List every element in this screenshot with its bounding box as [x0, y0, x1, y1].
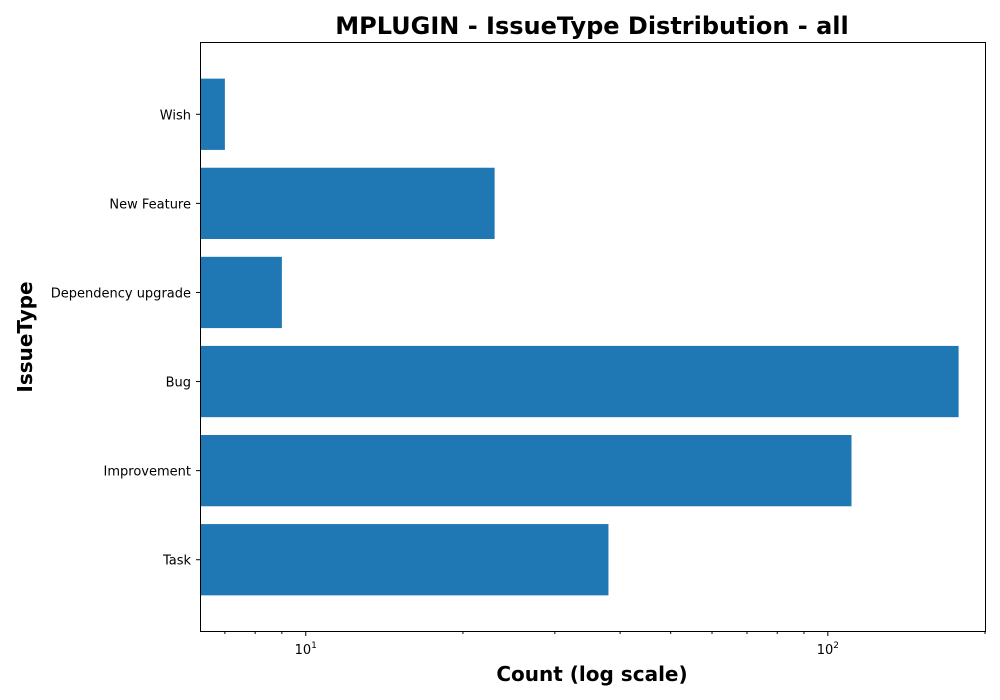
- y-tick-label-wish: Wish: [160, 108, 191, 123]
- y-tick-label-new-feature: New Feature: [109, 197, 191, 212]
- y-tick-label-task: Task: [162, 554, 192, 569]
- bar-task: [201, 524, 609, 596]
- y-tick-label-improvement: Improvement: [104, 465, 191, 480]
- bar-improvement: [201, 435, 852, 507]
- x-tick-label: 102: [817, 641, 839, 658]
- bar-new-feature: [201, 167, 495, 239]
- bar-bug: [201, 345, 959, 418]
- y-axis-ticks: Task Improvement Bug Dependency upgrade New …: [51, 108, 201, 569]
- x-tick-label: 101: [295, 641, 317, 658]
- plot-frame: [200, 42, 986, 632]
- x-axis-ticks: 101 102: [224, 631, 986, 658]
- y-axis-label: IssueType: [13, 281, 37, 392]
- bar-dependency-upgrade: [201, 256, 282, 329]
- bars-group: [201, 78, 959, 596]
- y-tick-label-dependency-upgrade: Dependency upgrade: [51, 286, 191, 301]
- x-axis-label: Count (log scale): [496, 662, 687, 686]
- y-tick-label-bug: Bug: [166, 376, 191, 391]
- chart-title: MPLUGIN - IssueType Distribution - all: [335, 12, 848, 40]
- bar-wish: [201, 78, 225, 150]
